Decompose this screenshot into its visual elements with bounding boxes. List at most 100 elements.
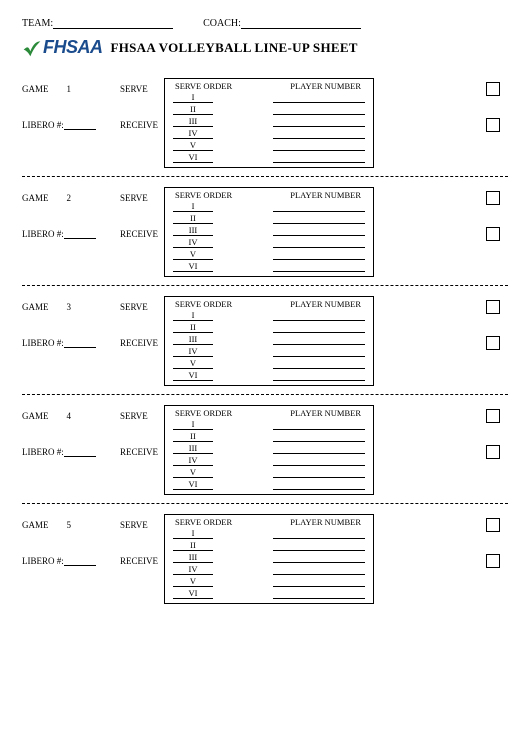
player-number-line[interactable]: [273, 105, 365, 115]
player-number-line[interactable]: [273, 553, 365, 563]
roman-numeral: I: [173, 310, 213, 321]
game-block: GAME5SERVELIBERO #:RECEIVESERVE ORDERPLA…: [22, 504, 508, 612]
player-number-line[interactable]: [273, 359, 365, 369]
roman-numeral: II: [173, 322, 213, 333]
libero-line[interactable]: [64, 338, 96, 348]
player-number-line[interactable]: [273, 347, 365, 357]
table-row: V: [173, 575, 365, 587]
game-label: GAME: [22, 84, 49, 94]
player-number-line[interactable]: [273, 323, 365, 333]
games-container: GAME1SERVELIBERO #:RECEIVESERVE ORDERPLA…: [22, 68, 508, 612]
game-number: 4: [67, 411, 72, 421]
player-number-line[interactable]: [273, 117, 365, 127]
roman-numeral: III: [173, 116, 213, 127]
game-left: GAME2: [22, 193, 71, 203]
player-number-line[interactable]: [273, 262, 365, 272]
team-label: TEAM:: [22, 18, 53, 29]
player-number-line[interactable]: [273, 141, 365, 151]
table-row: VI: [173, 369, 365, 381]
game-number: 1: [67, 84, 72, 94]
player-number-line[interactable]: [273, 444, 365, 454]
receive-checkbox[interactable]: [486, 554, 500, 568]
libero-line[interactable]: [64, 556, 96, 566]
player-number-line[interactable]: [273, 371, 365, 381]
player-number-line[interactable]: [273, 420, 365, 430]
player-number-header: PLAYER NUMBER: [290, 517, 361, 527]
roman-numeral: III: [173, 552, 213, 563]
coach-field: COACH:: [203, 18, 361, 29]
serve-order-box: SERVE ORDERPLAYER NUMBERIIIIIIIVVVI: [164, 405, 374, 495]
game-label: GAME: [22, 193, 49, 203]
roman-numeral: VI: [173, 152, 213, 163]
player-number-line[interactable]: [273, 93, 365, 103]
player-number-line[interactable]: [273, 214, 365, 224]
player-number-line[interactable]: [273, 456, 365, 466]
roman-numeral: III: [173, 225, 213, 236]
serve-label: SERVE: [120, 411, 148, 421]
roman-numeral: VI: [173, 370, 213, 381]
serve-order-header: SERVE ORDER: [175, 190, 232, 200]
libero-label: LIBERO #:: [22, 447, 64, 457]
libero-label: LIBERO #:: [22, 556, 64, 566]
table-row: I: [173, 309, 365, 321]
receive-checkbox[interactable]: [486, 445, 500, 459]
roman-numeral: IV: [173, 237, 213, 248]
player-number-line[interactable]: [273, 468, 365, 478]
player-number-line[interactable]: [273, 226, 365, 236]
table-row: IV: [173, 454, 365, 466]
player-number-line[interactable]: [273, 153, 365, 163]
player-number-line[interactable]: [273, 129, 365, 139]
logo-text: FHSAA: [43, 37, 103, 58]
serve-checkbox[interactable]: [486, 191, 500, 205]
team-line[interactable]: [53, 19, 173, 29]
serve-checkbox[interactable]: [486, 409, 500, 423]
player-number-line[interactable]: [273, 335, 365, 345]
serve-checkbox[interactable]: [486, 82, 500, 96]
player-number-line[interactable]: [273, 577, 365, 587]
roman-numeral: V: [173, 140, 213, 151]
player-number-line[interactable]: [273, 565, 365, 575]
table-row: III: [173, 442, 365, 454]
table-row: VI: [173, 260, 365, 272]
serve-label: SERVE: [120, 193, 148, 203]
libero-row: LIBERO #:: [22, 338, 96, 348]
table-row: I: [173, 91, 365, 103]
receive-checkbox[interactable]: [486, 227, 500, 241]
player-number-line[interactable]: [273, 250, 365, 260]
player-number-line[interactable]: [273, 238, 365, 248]
serve-checkbox[interactable]: [486, 300, 500, 314]
player-number-line[interactable]: [273, 432, 365, 442]
roman-numeral: I: [173, 419, 213, 430]
table-row: II: [173, 103, 365, 115]
libero-line[interactable]: [64, 447, 96, 457]
libero-line[interactable]: [64, 229, 96, 239]
libero-line[interactable]: [64, 120, 96, 130]
game-block: GAME1SERVELIBERO #:RECEIVESERVE ORDERPLA…: [22, 68, 508, 176]
game-block: GAME2SERVELIBERO #:RECEIVESERVE ORDERPLA…: [22, 177, 508, 285]
table-row: V: [173, 248, 365, 260]
serve-order-box: SERVE ORDERPLAYER NUMBERIIIIIIIVVVI: [164, 514, 374, 604]
game-left: GAME4: [22, 411, 71, 421]
roman-numeral: V: [173, 249, 213, 260]
table-row: III: [173, 551, 365, 563]
player-number-line[interactable]: [273, 480, 365, 490]
coach-line[interactable]: [241, 19, 361, 29]
player-number-line[interactable]: [273, 311, 365, 321]
receive-checkbox[interactable]: [486, 336, 500, 350]
serve-checkbox[interactable]: [486, 518, 500, 532]
player-number-line[interactable]: [273, 541, 365, 551]
roman-numeral: II: [173, 104, 213, 115]
table-head: SERVE ORDERPLAYER NUMBER: [173, 190, 365, 200]
table-row: II: [173, 212, 365, 224]
player-number-line[interactable]: [273, 589, 365, 599]
player-number-line[interactable]: [273, 529, 365, 539]
receive-checkbox[interactable]: [486, 118, 500, 132]
roman-numeral: II: [173, 431, 213, 442]
table-row: IV: [173, 127, 365, 139]
game-block: GAME3SERVELIBERO #:RECEIVESERVE ORDERPLA…: [22, 286, 508, 394]
player-number-line[interactable]: [273, 202, 365, 212]
libero-row: LIBERO #:: [22, 556, 96, 566]
table-row: III: [173, 224, 365, 236]
check-swoosh-icon: [22, 38, 42, 58]
serve-order-header: SERVE ORDER: [175, 299, 232, 309]
